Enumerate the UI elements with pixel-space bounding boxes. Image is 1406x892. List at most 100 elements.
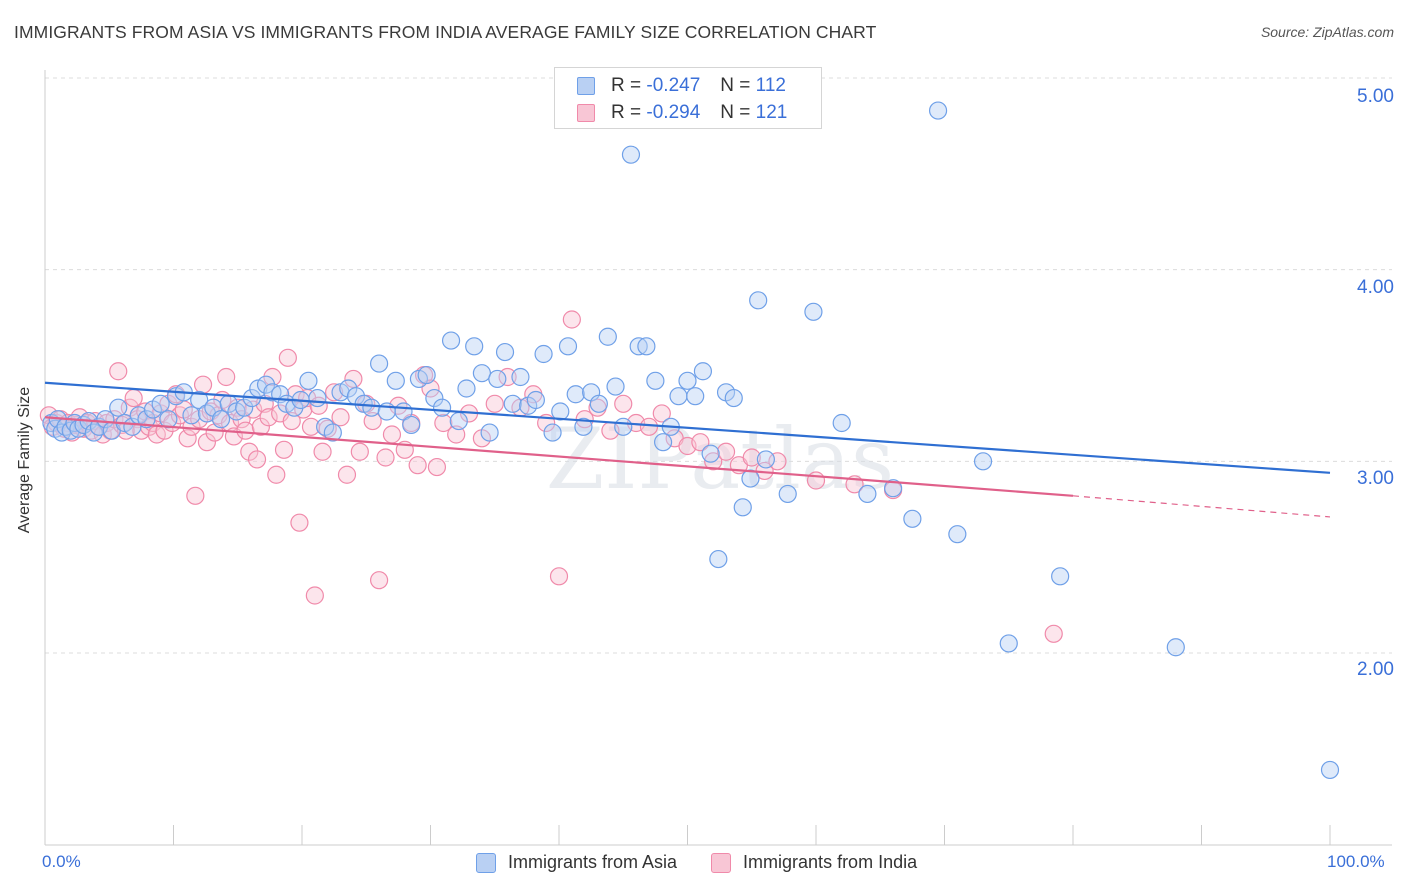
legend-n-label: N =	[720, 102, 751, 123]
india-trend-line	[44, 416, 1074, 497]
india-point	[325, 383, 344, 402]
asia-point	[614, 417, 633, 436]
asia-point	[701, 444, 720, 463]
x-tick-label-max: 100.0%	[1327, 852, 1385, 871]
india-point	[768, 452, 787, 471]
legend-item-asia[interactable]: Immigrants from Asia	[476, 852, 677, 873]
india-point	[290, 513, 309, 532]
asia-point	[1051, 567, 1070, 586]
trend-lines	[44, 381, 1331, 518]
legend-swatch-india	[577, 104, 595, 122]
india-point	[331, 408, 350, 427]
india-point	[376, 448, 395, 467]
india-point	[217, 367, 236, 387]
india-point	[247, 450, 267, 469]
asia-point	[137, 410, 156, 429]
india-point	[434, 413, 453, 433]
asia-point	[804, 302, 823, 321]
asia-point	[629, 337, 648, 356]
india-point	[639, 417, 659, 436]
india-point	[240, 442, 259, 461]
asia-point	[858, 484, 877, 504]
asia-point	[235, 398, 254, 417]
legend-n-label: N =	[720, 75, 751, 96]
india-point	[251, 417, 270, 436]
asia-point	[417, 365, 436, 385]
series-legend: Immigrants from Asia Immigrants from Ind…	[476, 852, 951, 873]
india-point	[178, 429, 197, 448]
india-point	[197, 433, 217, 452]
asia-point	[883, 479, 903, 498]
asia-point	[190, 390, 209, 410]
asia-point	[457, 379, 476, 398]
asia-point	[598, 327, 617, 346]
asia-point	[299, 371, 318, 390]
asia-point	[362, 398, 381, 417]
asia-point	[211, 410, 231, 429]
x-tick-label-min: 0.0%	[42, 852, 81, 871]
india-point	[236, 421, 255, 440]
asia-point	[441, 331, 461, 350]
india-point	[742, 448, 761, 467]
asia-point	[566, 385, 585, 404]
asia-point	[534, 344, 553, 364]
asia-point	[653, 433, 673, 452]
y-tick-label: 2.00	[1357, 659, 1394, 680]
india-point	[1044, 624, 1063, 643]
asia-point	[669, 387, 688, 406]
asia-point	[96, 410, 115, 429]
asia-point	[574, 417, 593, 436]
source-label: Source: ZipAtlas.com	[1260, 24, 1394, 40]
asia-point	[551, 402, 570, 421]
india-point	[193, 375, 213, 394]
correlation-legend: R = -0.247 N = 112 R = -0.294 N = 121	[554, 67, 822, 129]
asia-point	[589, 394, 608, 413]
india-point	[806, 471, 826, 490]
legend-n-value-india: 121	[755, 102, 788, 123]
india-point	[408, 456, 427, 475]
asia-point	[543, 423, 562, 442]
india-point	[382, 425, 402, 444]
asia-point	[678, 371, 697, 390]
asia-point	[159, 410, 178, 429]
india-point	[370, 571, 389, 590]
india-point	[447, 425, 466, 444]
asia-point	[472, 364, 491, 383]
legend-r-value-india: -0.294	[646, 102, 701, 123]
india-point	[278, 348, 297, 367]
asia-point	[323, 423, 342, 442]
india-point	[691, 433, 710, 452]
asia-point	[386, 371, 405, 390]
y-axis-label: Average Family Size	[16, 386, 33, 534]
asia-point	[733, 498, 752, 517]
legend-swatch-asia	[476, 852, 496, 873]
asia-point	[495, 342, 515, 362]
asia-point	[370, 354, 389, 373]
india-point	[389, 396, 408, 415]
india-point	[109, 362, 128, 381]
legend-n-value-asia: 112	[755, 75, 786, 96]
asia-point	[84, 423, 103, 442]
asia-point	[1166, 638, 1185, 657]
india-point	[652, 404, 671, 423]
axes	[44, 70, 1392, 846]
legend-item-india[interactable]: Immigrants from India	[711, 852, 917, 873]
asia-point	[621, 145, 641, 164]
india-point	[350, 442, 369, 461]
asia-point	[832, 413, 851, 433]
y-tick-label: 3.00	[1357, 468, 1394, 489]
asia-point	[903, 509, 922, 528]
india-point	[267, 465, 286, 484]
legend-r-label: R =	[611, 75, 642, 96]
asia-point	[488, 369, 507, 389]
asia-point	[339, 379, 358, 398]
india-point	[344, 369, 363, 389]
india-point	[549, 567, 569, 586]
asia-point	[308, 388, 327, 408]
india-point	[716, 442, 736, 461]
india-point	[124, 388, 143, 408]
legend-row-india: R = -0.294 N = 121	[577, 101, 787, 125]
asia-point	[709, 549, 728, 569]
asia-point	[686, 387, 705, 406]
